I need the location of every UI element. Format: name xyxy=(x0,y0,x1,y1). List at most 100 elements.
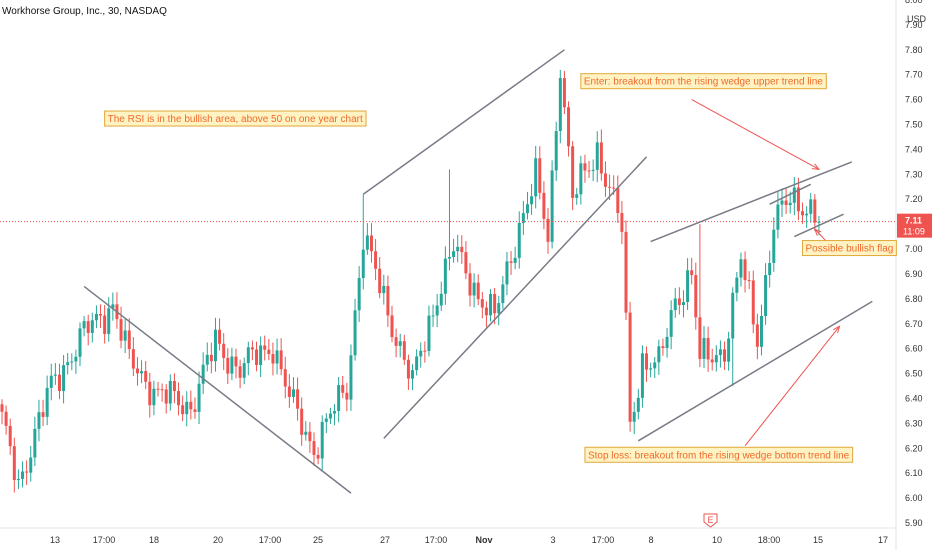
candle-body xyxy=(796,187,800,212)
candle-body xyxy=(755,324,759,347)
candle-body xyxy=(554,131,558,171)
candle-body xyxy=(505,261,509,285)
candle-body xyxy=(374,251,378,269)
channel-lower-line[interactable] xyxy=(383,156,648,439)
candle-body xyxy=(538,158,542,193)
candle-body xyxy=(464,252,468,274)
candle-body xyxy=(476,282,480,300)
candle-body xyxy=(632,411,636,422)
candle-body xyxy=(801,211,805,216)
candle-body xyxy=(764,275,768,317)
candle-body xyxy=(111,304,115,309)
candle-body xyxy=(402,341,406,360)
candle-body xyxy=(501,284,505,304)
candle-body xyxy=(439,293,443,306)
candle-body xyxy=(558,78,562,132)
candle-body xyxy=(312,441,316,455)
candle-body xyxy=(645,353,649,370)
candle-body xyxy=(382,285,386,294)
enter-arrow[interactable] xyxy=(691,99,820,170)
y-tick-label: 6.50 xyxy=(905,369,923,379)
candle-body xyxy=(168,380,172,404)
wedge-upper-line[interactable] xyxy=(650,161,853,243)
candle-body xyxy=(509,261,513,263)
flag-upper-line[interactable] xyxy=(769,183,812,205)
candle-body xyxy=(690,270,694,276)
candle-body xyxy=(349,355,353,400)
candle-body xyxy=(259,345,263,366)
y-tick-label: 5.90 xyxy=(905,518,923,528)
x-tick-label: 15 xyxy=(813,535,823,545)
x-tick-label: Nov xyxy=(475,535,492,545)
flag-note[interactable]: Possible bullish flag xyxy=(802,240,897,257)
wedge-lower-line[interactable] xyxy=(637,300,873,442)
x-tick-label: 13 xyxy=(50,535,60,545)
enter-arrow-head xyxy=(811,163,821,170)
x-tick-label: 17:00 xyxy=(93,535,116,545)
last-price-value: 7.11 xyxy=(905,216,922,226)
candle-body xyxy=(681,302,685,305)
y-tick-label: 6.10 xyxy=(905,468,923,478)
candle-body xyxy=(411,370,415,379)
x-tick-label: 17:00 xyxy=(259,535,282,545)
candle-body xyxy=(657,346,661,363)
x-tick-label: 20 xyxy=(213,535,223,545)
candle-body xyxy=(300,408,304,435)
candle-body xyxy=(542,192,546,219)
candle-body xyxy=(571,146,575,198)
flag-arrow-head xyxy=(813,228,822,236)
candle-body xyxy=(493,294,497,314)
candle-body xyxy=(612,187,616,189)
candle-body xyxy=(66,362,70,366)
candle-body xyxy=(275,350,279,364)
candle-body xyxy=(205,354,209,365)
candle-body xyxy=(480,299,484,308)
candle-body xyxy=(809,199,813,214)
y-tick-label: 6.00 xyxy=(905,493,923,503)
candle-body xyxy=(78,328,82,357)
candle-body xyxy=(0,404,4,412)
channel-upper-line[interactable] xyxy=(362,49,565,195)
candle-body xyxy=(386,285,390,316)
candle-body xyxy=(152,388,156,406)
earnings-marker[interactable]: E xyxy=(703,513,718,528)
candle-body xyxy=(546,218,550,242)
downtrend-line-left[interactable] xyxy=(83,285,352,494)
enter-note-box xyxy=(580,73,827,90)
candle-body xyxy=(8,425,12,447)
candle-body xyxy=(296,389,300,409)
currency-label: USD xyxy=(907,14,927,24)
candle-body xyxy=(759,316,763,347)
stoploss-note[interactable]: Stop loss: breakout from the rising wedg… xyxy=(584,446,854,463)
candle-body xyxy=(263,345,267,350)
rsi-note[interactable]: The RSI is in the bullish area, above 50… xyxy=(104,110,367,127)
candle-body xyxy=(90,320,94,333)
candle-body xyxy=(119,319,123,341)
candle-body xyxy=(731,292,735,339)
y-tick-label: 7.70 xyxy=(905,70,923,80)
candle-body xyxy=(37,412,41,429)
candle-body xyxy=(805,213,809,216)
candle-body xyxy=(222,343,226,358)
candle-body xyxy=(345,392,349,400)
candle-body xyxy=(242,363,246,378)
candle-body xyxy=(197,383,201,412)
candle-body xyxy=(16,478,20,481)
y-tick-label: 7.80 xyxy=(905,45,923,55)
enter-note[interactable]: Enter: breakout from the rising wedge up… xyxy=(580,73,827,90)
candle-body xyxy=(127,330,131,350)
annotations: The RSI is in the bullish area, above 50… xyxy=(104,73,897,463)
candle-body xyxy=(718,349,722,356)
flag-lower-line[interactable] xyxy=(794,213,844,238)
y-tick-label: 7.40 xyxy=(905,144,923,154)
candle-body xyxy=(49,375,53,388)
rsi-note-text: The RSI is in the bullish area, above 50… xyxy=(108,114,363,125)
stoploss-arrow[interactable] xyxy=(744,325,840,447)
x-tick-label: 27 xyxy=(380,535,390,545)
candle-body xyxy=(357,278,361,311)
candle-body xyxy=(550,170,554,242)
y-tick-label: 7.00 xyxy=(905,244,923,254)
candle-body xyxy=(661,346,665,349)
